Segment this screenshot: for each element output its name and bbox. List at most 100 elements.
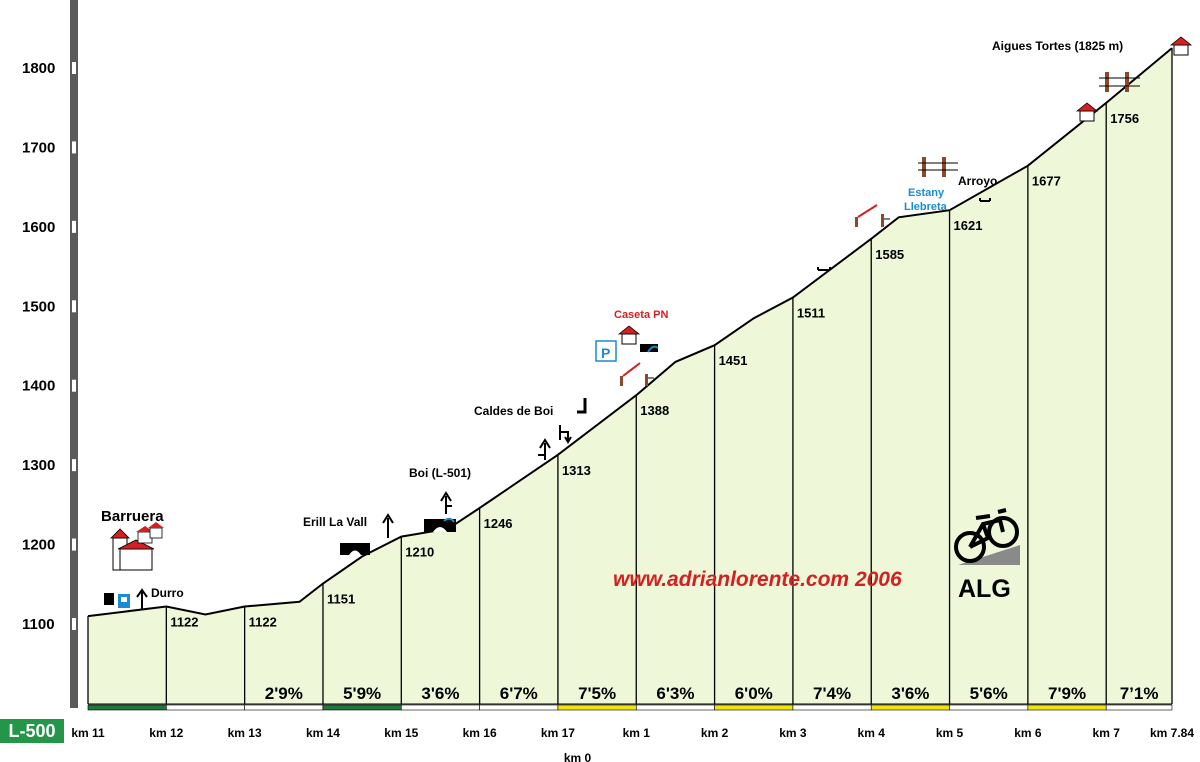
elevation-label: 1246 [484,516,513,531]
segment-bar [949,704,1029,711]
x-tick-label: km 17 [541,726,575,740]
gradient-label: 6'7% [500,684,538,703]
x-tick-label: km 16 [463,726,497,740]
y-tick-label: 1800 [22,60,55,77]
y-tick-label: 1400 [22,378,55,395]
segment-bar [400,704,480,711]
gradient-label: 3'6% [421,684,459,703]
fuel-station-icon [104,593,130,608]
place-label: Boi (L-501) [409,466,471,480]
elevation-label: 1621 [954,218,983,233]
y-tick-mark [72,618,76,630]
gradient-label: 6'0% [735,684,773,703]
road-badge: L-500 [0,719,64,743]
icon-layer [104,36,1193,610]
house-icon [1169,36,1193,56]
parking-icon [595,340,617,362]
cyclist-logo-icon [954,508,1020,565]
turn-arrow-icon [136,588,148,610]
place-label: Caldes de Boi [474,404,553,418]
segment-bar [166,704,245,711]
place-label: Barruera [101,508,164,525]
segment-bar [322,704,402,711]
text-layer: Barruera Durro Erill La Vall Boi (L-501)… [101,39,1123,603]
x-tick-label: km 1 [623,726,651,740]
elevation-label: 1122 [170,615,198,630]
segment-bar [244,704,324,711]
elevation-label: 1677 [1032,174,1061,189]
gradient-label: 5'6% [970,684,1008,703]
place-label: Arroyo [958,174,997,188]
profile-line [87,47,1173,618]
gradient-label: 7'4% [813,684,851,703]
bridge-icon [424,517,456,532]
segment-bar [87,704,167,711]
culvert-icon [817,198,991,271]
x-tick-label: km 7 [1093,726,1121,740]
barrier-gate-icon [855,204,890,227]
gradient-label: 7'5% [578,684,616,703]
x-tick-label: km 7.84 [1150,726,1194,740]
x-tick-label: km 12 [149,726,183,740]
place-label: Erill La Vall [303,515,367,529]
y-tick-mark [72,459,76,472]
house-icon [1075,102,1099,122]
place-label: Caseta PN [614,309,668,321]
elevation-label: 1585 [875,247,904,262]
barrier-gate-icon [620,362,654,386]
segment-bar [1105,704,1173,711]
place-label: Llebreta [904,201,948,213]
segment-bar [1027,704,1107,711]
x-tick-label: km 11 [71,726,105,740]
y-tick-label: 1200 [22,537,55,554]
elevation-label: 1511 [797,306,825,321]
x-tick-label: km 15 [384,726,418,740]
y-axis-bar [70,0,78,708]
x-tick-label: km 4 [858,726,886,740]
y-tick-mark [72,300,76,313]
elevation-label: 1151 [327,591,355,606]
y-tick-label: 1700 [22,139,55,156]
junction-arrow-icon [538,398,587,460]
x-tick-label: km 2 [701,726,729,740]
segment-bar [870,704,950,711]
y-tick-mark [72,141,76,154]
church-icon [110,522,164,571]
place-label: Estany [908,187,945,199]
x-subtick-label: km 0 [564,751,592,762]
footbridge-icon [918,157,958,177]
gradient-label: 3'6% [891,684,929,703]
y-tick-label: 1100 [22,616,55,633]
y-tick-mark [72,220,76,233]
segment-bar [792,704,872,711]
place-label: Durro [151,586,184,600]
y-tick-mark [72,538,76,551]
elevation-label: 1451 [719,353,748,368]
segment-bar [635,704,715,711]
gradient-label: 7'9% [1048,684,1086,703]
parking-label: P [601,345,610,361]
bridge-icon [340,543,370,555]
segment-bar [714,704,794,711]
x-tick-label: km 14 [306,726,340,740]
house-icon [617,325,659,353]
junction-arrow-icon [440,491,452,514]
y-tick-label: 1600 [22,219,55,236]
gradient-label: 6'3% [656,684,694,703]
logo-text: ALG [958,575,1011,603]
y-tick-mark [72,379,76,392]
axis-layer: 1100 1200 1300 1400 1500 1600 1700 1800 km 11 km … [22,0,1194,762]
gradient-label: 7’1% [1120,684,1159,703]
gradient-label: 2'9% [265,684,303,703]
y-tick-label: 1500 [22,298,55,315]
elevation-label: 1210 [405,545,434,560]
y-tick-label: 1300 [22,457,55,474]
x-tick-label: km 5 [936,726,964,740]
y-tick-mark [72,62,76,74]
profile-layer [87,47,1173,705]
x-tick-label: km 3 [779,726,807,740]
footbridge-icon [1099,72,1140,92]
place-label: Aigues Tortes (1825 m) [992,39,1123,53]
elevation-label: 1122 [249,615,277,630]
